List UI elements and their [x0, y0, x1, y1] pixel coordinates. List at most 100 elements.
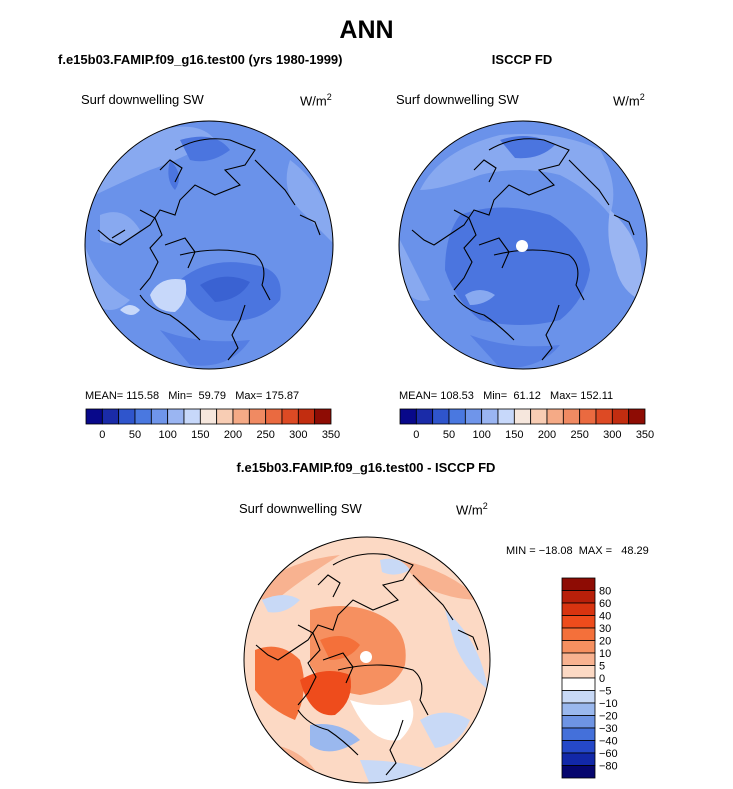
panel-2-stats: MEAN= 108.53 Min= 61.12 Max= 152.11: [399, 390, 614, 402]
panel-1-colorbar-swatch: [183, 408, 201, 425]
panel-3-title: f.e15b03.FAMIP.f09_g16.test00 - ISCCP FD: [236, 460, 496, 475]
panel-3-colorbar-swatch: [561, 765, 596, 779]
panel-2-colorbar-swatch: [399, 408, 417, 425]
panel-1-title: f.e15b03.FAMIP.f09_g16.test00 (yrs 1980-…: [58, 52, 343, 67]
panel-1-colorbar: 0 50 100 150 200 250 300 350: [85, 408, 340, 441]
panel-2-colorbar-swatch: [415, 408, 434, 425]
panel-1-colorbar-tick-label: 300: [289, 429, 307, 441]
panel-2-border: [398, 120, 648, 370]
panel-3-border: [243, 536, 491, 784]
panel-3-colorbar-swatch: [561, 715, 596, 729]
panel-2-colorbar-swatch: [546, 408, 564, 425]
panel-1-stats: MEAN= 115.58 Min= 59.79 Max= 175.87: [85, 390, 300, 402]
panel-3-field-label: Surf downwelling SW: [239, 501, 362, 516]
panel-2-colorbar-tick-label: 200: [538, 429, 556, 441]
panel-3-colorbar-swatch: [561, 702, 596, 716]
panel-1-colorbar-tick-label: 50: [129, 429, 141, 441]
panel-1-map: [85, 121, 333, 369]
panel-3-colorbar-tick-label: 60: [599, 598, 611, 610]
panel-2-colorbar-swatch: [628, 408, 646, 425]
panel-1-colorbar-swatch: [216, 408, 234, 425]
panel-3-colorbar-tick-label: 80: [599, 586, 611, 598]
panel-3-colorbar-swatch: [561, 740, 596, 754]
panel-3-map: [244, 537, 490, 783]
panel-3-colorbar-swatch: [561, 627, 596, 641]
panel-1-colorbar-tick-label: 200: [224, 429, 242, 441]
panel-3-colorbar-tick-label: 30: [599, 623, 611, 635]
panel-1-colorbar-tick-label: 100: [158, 429, 176, 441]
panel-3-colorbar-swatch: [561, 577, 596, 591]
panel-2-colorbar-tick-label: 250: [570, 429, 588, 441]
panel-3-colorbar-tick-label: −20: [599, 711, 618, 723]
panel-3-colorbar-swatch: [561, 602, 596, 616]
panel-1-colorbar-swatch: [167, 408, 185, 425]
panel-1-colorbar-swatch: [265, 408, 283, 425]
panel-2-colorbar-swatch: [611, 408, 630, 425]
panel-3-colorbar-swatch: [561, 590, 596, 604]
panel-1-colorbar-swatch: [150, 408, 169, 425]
panel-2-colorbar-swatch: [464, 408, 483, 425]
panel-1-border: [84, 120, 334, 370]
panel-3-stats: MIN = −18.08 MAX = 48.29: [506, 545, 649, 557]
panel-3-colorbar-swatch: [561, 640, 596, 654]
panel-1-coastlines: [97, 138, 321, 361]
panel-2-colorbar-swatch: [481, 408, 499, 425]
panel-2-colorbar-swatch: [432, 408, 450, 425]
panel-1-colorbar-swatch: [101, 408, 120, 425]
panel-3-colorbar-swatch: [561, 652, 596, 666]
panel-2-title: ISCCP FD: [491, 52, 553, 67]
panel-2-colorbar-tick-label: 300: [603, 429, 621, 441]
panel-2-pole-hole: [516, 240, 528, 252]
panel-1-units: W/m2: [300, 92, 332, 109]
panel-1-colorbar-swatch: [118, 408, 136, 425]
panel-3-colorbar-tick-label: −40: [599, 736, 618, 748]
panel-2-coastlines: [411, 138, 635, 361]
panel-3-colorbar-swatch: [561, 615, 596, 629]
main-title: ANN: [339, 16, 394, 44]
panel-3-coastlines: [255, 553, 479, 776]
panel-3-colorbar-swatch: [561, 727, 596, 741]
panel-3-colorbar-tick-label: 0: [599, 673, 605, 685]
panel-2-colorbar: 0 50 100 150 200 250 300 350: [399, 408, 654, 441]
panel-2-colorbar-swatch: [579, 408, 597, 425]
panel-3-colorbar-tick-label: 5: [599, 661, 605, 673]
panel-2-colorbar-tick-label: 100: [472, 429, 490, 441]
panel-1-colorbar-tick-label: 350: [322, 429, 340, 441]
panel-3-colorbar-swatch: [561, 677, 596, 691]
panel-1-field-label: Surf downwelling SW: [81, 92, 204, 107]
panel-3-colorbar-tick-label: −80: [599, 761, 618, 773]
panel-1-colorbar-swatch: [314, 408, 332, 425]
panel-3-colorbar-tick-label: −30: [599, 723, 618, 735]
panel-3-units: W/m2: [456, 501, 488, 518]
panel-3-colorbar-swatch: [561, 752, 596, 766]
panel-1-colorbar-tick-label: 150: [191, 429, 209, 441]
panel-2-colorbar-swatch: [448, 408, 466, 425]
panel-1-colorbar-swatch: [199, 408, 218, 425]
panel-2-colorbar-tick-label: 0: [413, 429, 419, 441]
panel-1-colorbar-swatch: [248, 408, 267, 425]
panel-2-colorbar-swatch: [497, 408, 515, 425]
panel-2-colorbar-swatch: [513, 408, 532, 425]
panel-1-colorbar-swatch: [85, 408, 103, 425]
panel-3-colorbar-swatch: [561, 690, 596, 704]
panel-1-colorbar-swatch: [232, 408, 250, 425]
panel-3-colorbar-swatch: [561, 665, 596, 679]
panel-1-colorbar-swatch: [134, 408, 152, 425]
panel-1-colorbar-tick-label: 250: [256, 429, 274, 441]
panel-2-colorbar-swatch: [530, 408, 548, 425]
panel-3-colorbar-tick-label: −5: [599, 686, 612, 698]
panel-3-pole-hole: [360, 651, 372, 663]
panel-3-colorbar-tick-label: 10: [599, 648, 611, 660]
panel-2-colorbar-tick-label: 150: [505, 429, 523, 441]
panel-2-colorbar-tick-label: 50: [443, 429, 455, 441]
panel-3-colorbar-tick-label: −10: [599, 698, 618, 710]
panel-2-colorbar-swatch: [595, 408, 613, 425]
panel-1-colorbar-swatch: [297, 408, 316, 425]
panel-2-units: W/m2: [613, 92, 645, 109]
panel-2-colorbar-swatch: [562, 408, 581, 425]
panel-3-colorbar-tick-label: 20: [599, 636, 611, 648]
panel-2-field-label: Surf downwelling SW: [396, 92, 519, 107]
panel-3-colorbar-tick-label: 40: [599, 611, 611, 623]
